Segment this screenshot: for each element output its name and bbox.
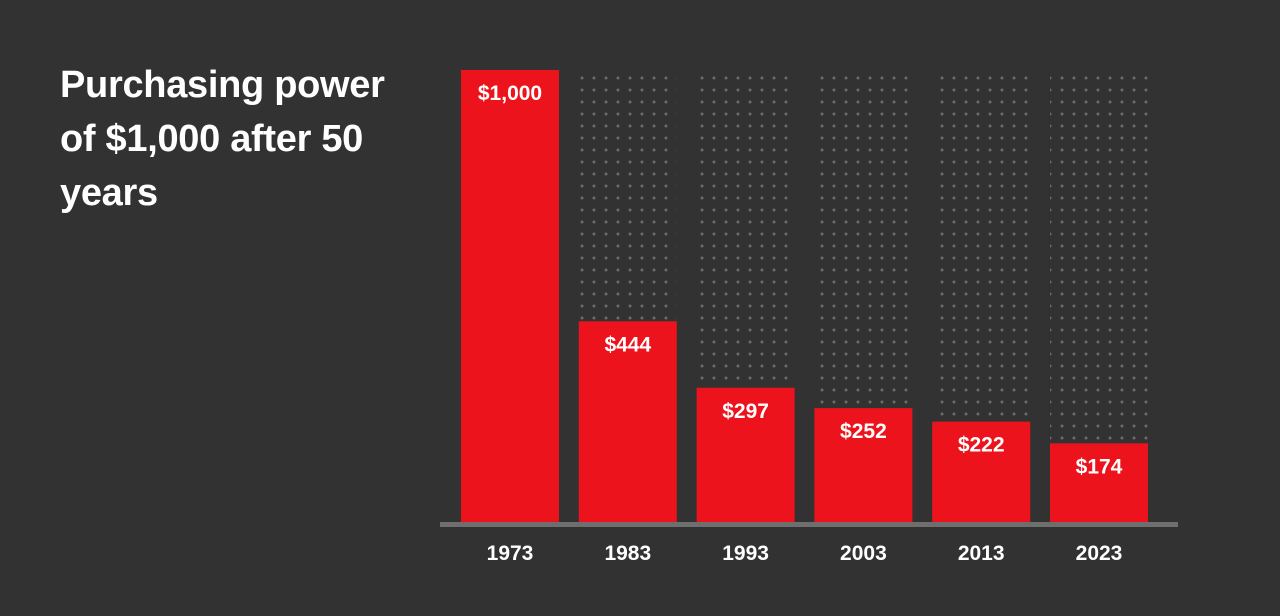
- bar-2003: [814, 408, 913, 522]
- value-label-1973: $1,000: [478, 82, 542, 105]
- bar-1983: [578, 321, 677, 522]
- value-label-1993: $297: [722, 400, 769, 423]
- x-tick-labels-layer: 1973 1983 1993 2003 2013 2023: [487, 542, 1123, 565]
- reference-dots-2013: [932, 70, 1031, 422]
- reference-dots-2023: [1050, 70, 1148, 444]
- value-label-1983: $444: [604, 333, 651, 356]
- bar-1993: [696, 387, 795, 522]
- reference-dots-1983: [578, 70, 677, 322]
- value-label-2023: $174: [1076, 455, 1123, 478]
- bar-2023: [1050, 443, 1148, 522]
- value-label-2003: $252: [840, 420, 887, 443]
- value-label-2013: $222: [958, 434, 1005, 457]
- x-tick-label-1973: 1973: [487, 542, 534, 565]
- reference-dots-2003: [814, 70, 913, 409]
- reference-dots-1993: [696, 70, 795, 388]
- x-axis-line: [440, 522, 1178, 527]
- value-labels-layer: $1,000 $444 $297 $252 $222 $174: [478, 82, 1123, 478]
- bar-2013: [932, 421, 1031, 522]
- reference-dots-layer: [578, 70, 1148, 444]
- x-tick-label-2023: 2023: [1076, 542, 1123, 565]
- x-tick-label-1983: 1983: [604, 542, 651, 565]
- bar-1973: [461, 70, 559, 522]
- x-tick-label-1993: 1993: [722, 542, 769, 565]
- bars-layer: [461, 70, 1148, 522]
- x-tick-label-2013: 2013: [958, 542, 1005, 565]
- chart-title: Purchasing power of $1,000 after 50 year…: [60, 64, 385, 214]
- x-tick-label-2003: 2003: [840, 542, 887, 565]
